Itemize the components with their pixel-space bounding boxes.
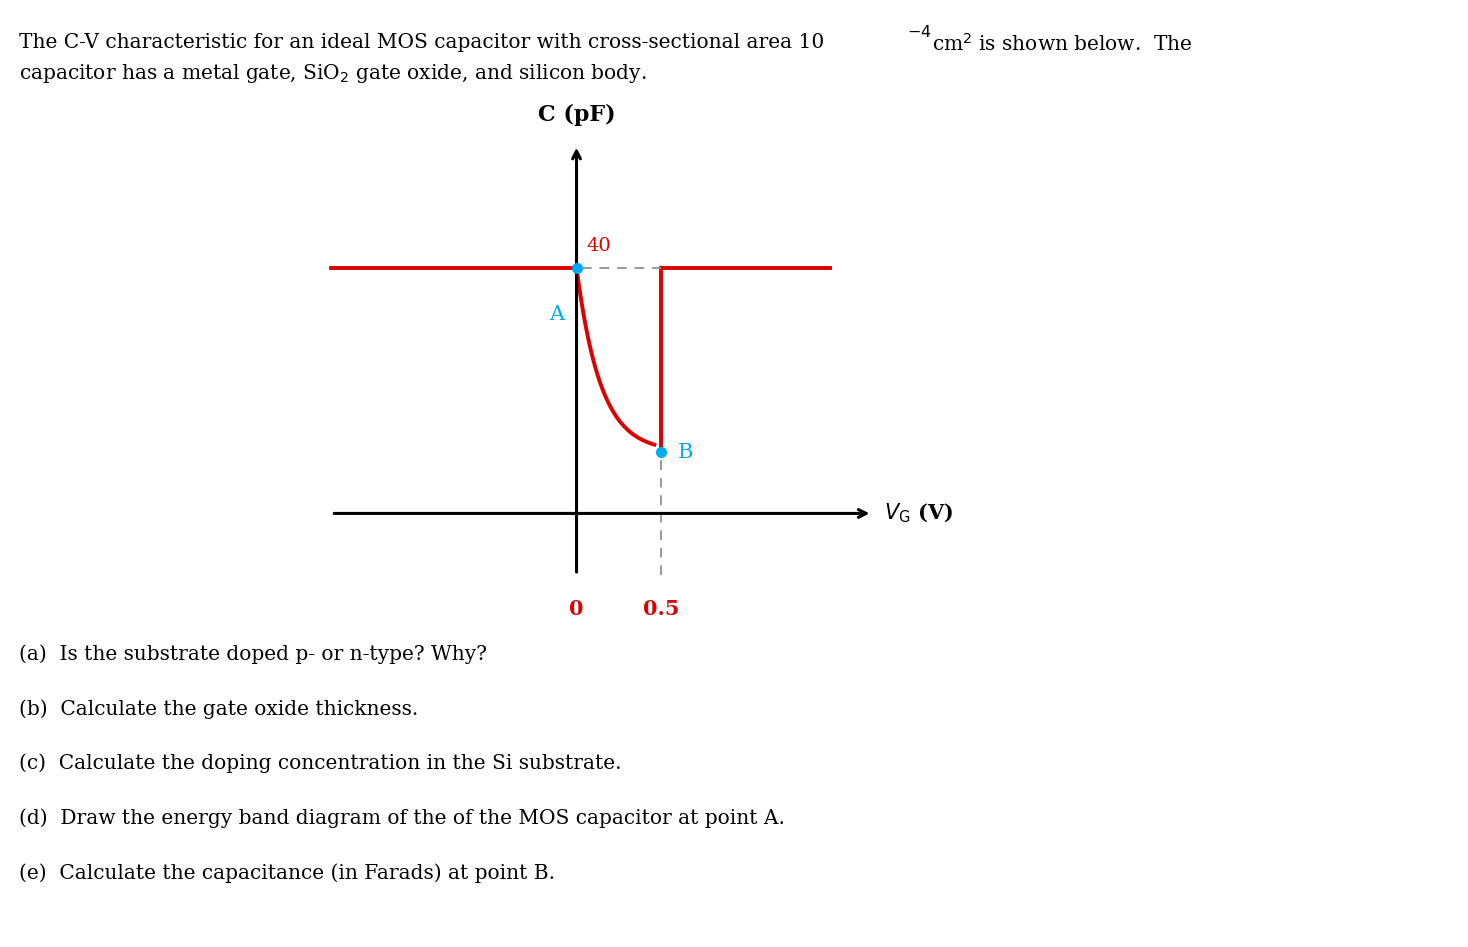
Text: A: A (549, 305, 565, 324)
Text: cm$^2$ is shown below.  The: cm$^2$ is shown below. The (932, 33, 1193, 55)
Text: 0: 0 (570, 599, 584, 619)
Text: capacitor has a metal gate, SiO$_2$ gate oxide, and silicon body.: capacitor has a metal gate, SiO$_2$ gate… (19, 62, 647, 84)
Text: 0.5: 0.5 (643, 599, 680, 619)
Text: The C-V characteristic for an ideal MOS capacitor with cross-sectional area 10: The C-V characteristic for an ideal MOS … (19, 33, 825, 52)
Text: (a)  Is the substrate doped p- or n-type? Why?: (a) Is the substrate doped p- or n-type?… (19, 644, 487, 664)
Text: (b)  Calculate the gate oxide thickness.: (b) Calculate the gate oxide thickness. (19, 699, 418, 719)
Text: (e)  Calculate the capacitance (in Farads) at point B.: (e) Calculate the capacitance (in Farads… (19, 864, 555, 884)
Text: 40: 40 (587, 238, 611, 256)
Text: B: B (678, 442, 693, 461)
Text: C (pF): C (pF) (537, 104, 615, 127)
Text: (d)  Draw the energy band diagram of the of the MOS capacitor at point A.: (d) Draw the energy band diagram of the … (19, 809, 785, 829)
Text: $V_{\rm G}$ (V): $V_{\rm G}$ (V) (884, 502, 954, 525)
Text: (c)  Calculate the doping concentration in the Si substrate.: (c) Calculate the doping concentration i… (19, 754, 621, 774)
Text: $-4$: $-4$ (907, 24, 932, 41)
